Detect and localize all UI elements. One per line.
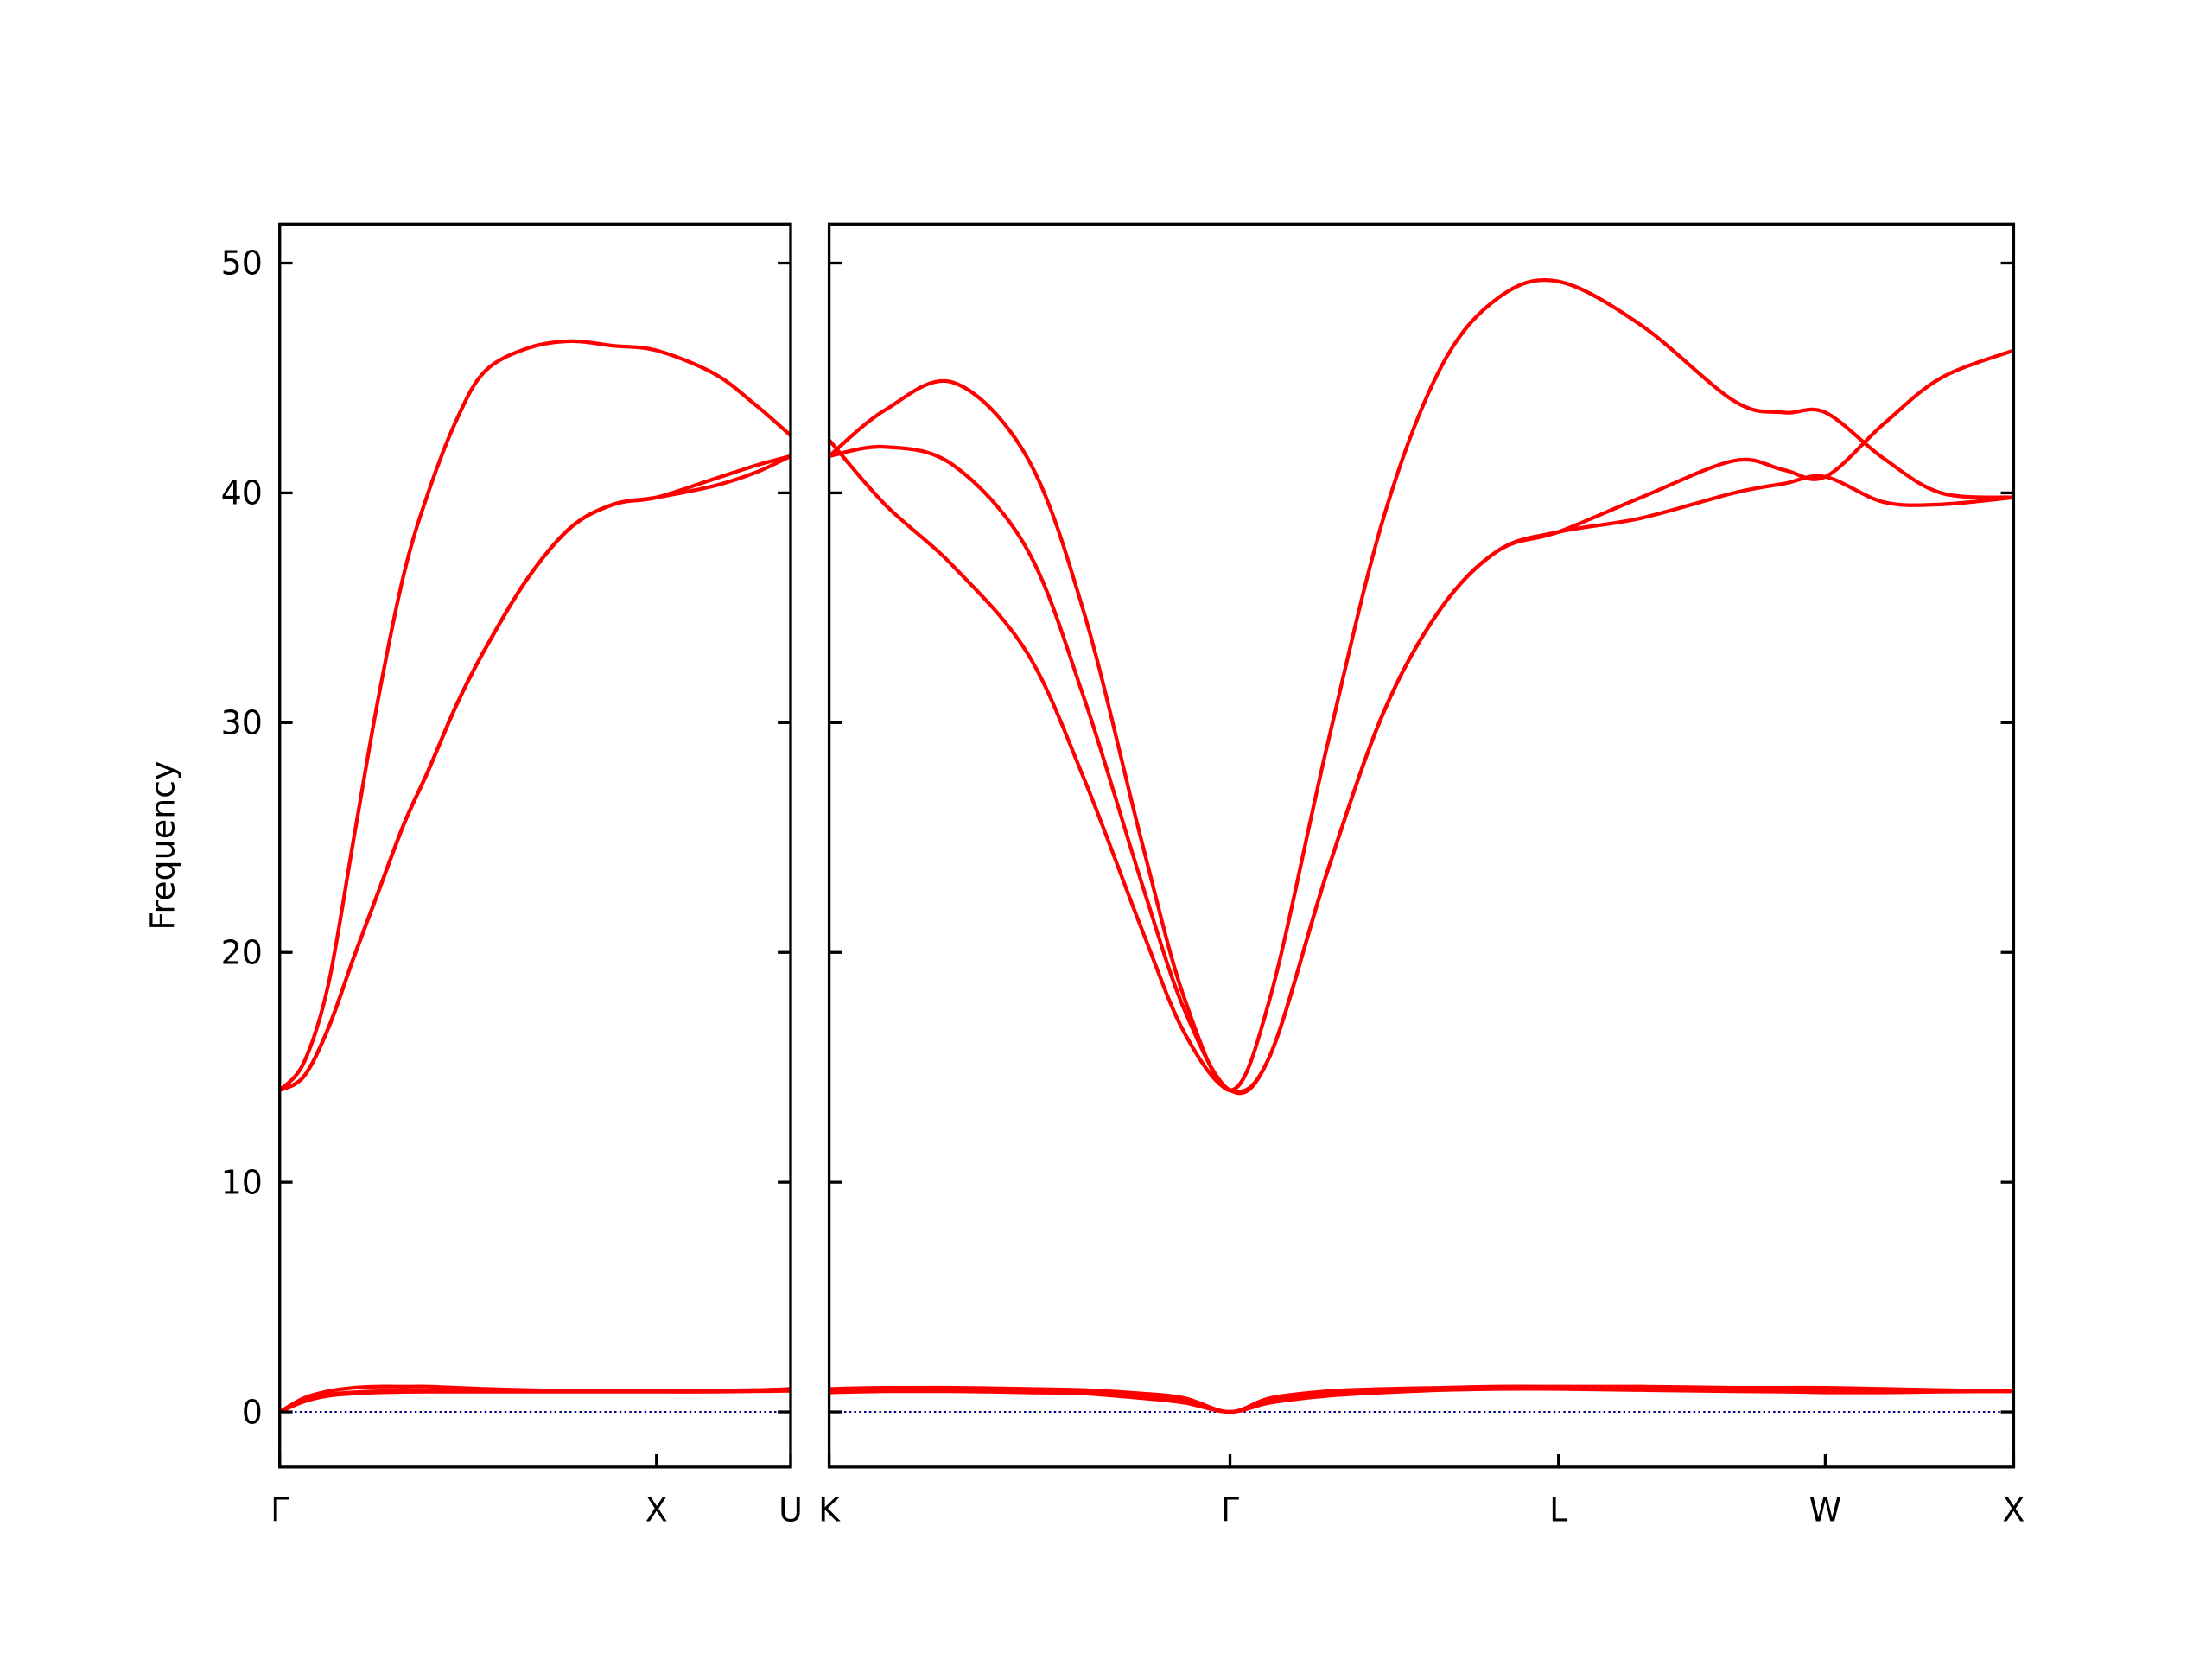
x-tick-label: W bbox=[1809, 1491, 1842, 1529]
band-line bbox=[278, 339, 792, 1092]
y-tick-label: 50 bbox=[221, 245, 263, 283]
x-tick-label: Γ bbox=[270, 1491, 289, 1529]
y-axis-label: Frequency bbox=[143, 761, 181, 931]
band-line bbox=[829, 348, 2015, 1096]
band-line bbox=[278, 1389, 791, 1414]
plot-frame bbox=[827, 222, 2016, 1469]
x-tick-label: K bbox=[818, 1491, 841, 1529]
band-line bbox=[278, 454, 791, 1092]
y-tick-label: 0 bbox=[242, 1393, 263, 1431]
band-line bbox=[278, 454, 791, 1092]
band-line bbox=[829, 1387, 2014, 1414]
y-tick-label: 40 bbox=[221, 474, 263, 512]
x-tick-label: L bbox=[1549, 1491, 1567, 1529]
x-tick-label: X bbox=[2002, 1491, 2024, 1529]
y-tick-label: 20 bbox=[221, 933, 263, 971]
x-tick-label: U bbox=[779, 1491, 803, 1529]
y-tick-label: 30 bbox=[221, 704, 263, 742]
x-tick-label: X bbox=[645, 1491, 668, 1529]
band-line bbox=[828, 277, 2014, 1092]
y-tick-label: 10 bbox=[221, 1163, 263, 1201]
x-tick-label: Γ bbox=[1221, 1491, 1239, 1529]
band-line bbox=[827, 438, 2014, 1094]
plot-frame bbox=[278, 222, 792, 1469]
